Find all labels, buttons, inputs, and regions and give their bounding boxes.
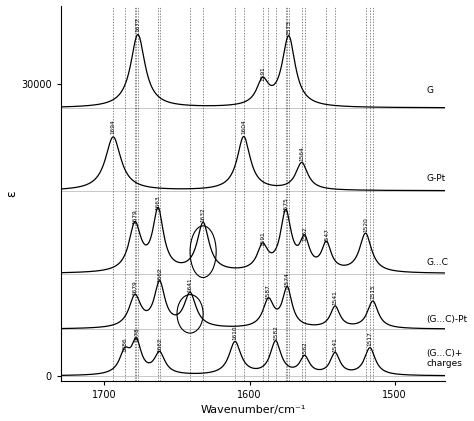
- Text: 1679: 1679: [132, 209, 137, 224]
- Text: 1587: 1587: [266, 284, 271, 299]
- Text: 1591: 1591: [260, 66, 265, 80]
- Text: 1641: 1641: [188, 277, 192, 292]
- Text: 1604: 1604: [241, 120, 246, 134]
- Text: 1662: 1662: [157, 337, 162, 352]
- Text: 1679: 1679: [132, 280, 137, 295]
- Y-axis label: ε: ε: [6, 190, 18, 197]
- Text: 1591: 1591: [260, 232, 265, 246]
- Text: 1517: 1517: [367, 331, 373, 346]
- Text: 1564: 1564: [299, 146, 304, 160]
- Text: 1575: 1575: [283, 197, 288, 212]
- Text: 1573: 1573: [286, 20, 291, 35]
- Text: 1632: 1632: [201, 207, 206, 222]
- Text: (G...C)+
charges: (G...C)+ charges: [427, 349, 463, 368]
- Text: 1541: 1541: [333, 290, 337, 305]
- Text: 1515: 1515: [370, 284, 375, 299]
- Text: 1694: 1694: [111, 120, 116, 134]
- Text: 1610: 1610: [233, 325, 237, 340]
- Text: 1520: 1520: [363, 217, 368, 232]
- Text: 1678: 1678: [134, 327, 139, 342]
- Text: 1686: 1686: [122, 337, 128, 352]
- Text: 1663: 1663: [155, 196, 161, 210]
- Text: 1574: 1574: [285, 272, 290, 287]
- Text: 1541: 1541: [333, 337, 337, 352]
- Text: 1562: 1562: [302, 341, 307, 355]
- Text: 1547: 1547: [324, 229, 329, 243]
- Text: G...C: G...C: [427, 258, 448, 267]
- Text: 1582: 1582: [273, 325, 278, 340]
- Text: G-Pt: G-Pt: [427, 174, 446, 183]
- Text: 1677: 1677: [136, 17, 140, 32]
- Text: 1662: 1662: [157, 268, 162, 282]
- Text: 1562: 1562: [302, 227, 307, 242]
- X-axis label: Wavenumber/cm⁻¹: Wavenumber/cm⁻¹: [201, 405, 306, 416]
- Text: (G...C)-Pt: (G...C)-Pt: [427, 315, 468, 324]
- Text: G: G: [427, 86, 434, 95]
